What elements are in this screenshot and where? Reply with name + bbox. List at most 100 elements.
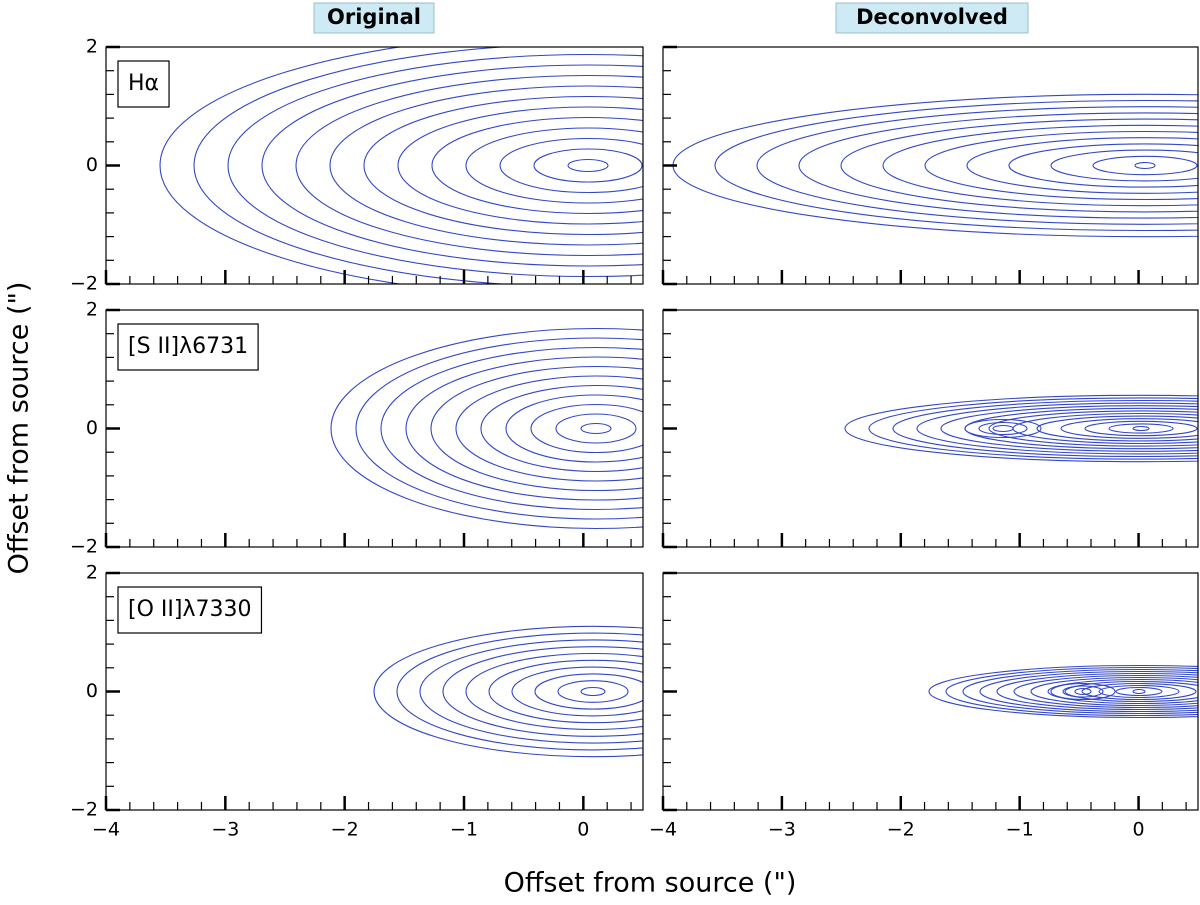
x-tick-label: 0 [1133,819,1145,841]
contour [488,659,643,724]
contour [480,384,643,473]
x-tick-label: −3 [768,819,796,841]
contour [533,148,643,183]
contour [892,399,1198,458]
x-tick-label: −1 [1006,819,1034,841]
contour [1132,688,1146,695]
contour [844,394,1198,463]
row-label-box [117,60,170,108]
contour [988,410,1198,447]
panel-frame [105,46,644,285]
contours [373,625,643,758]
y-tick-label: 0 [86,680,98,702]
contour [924,130,1198,201]
row-label: [O II]λ7330 [128,597,251,622]
contour [978,421,1028,436]
y-tick-label: 2 [86,36,98,58]
contour [1008,143,1198,188]
contour [227,53,643,278]
contour [505,394,643,463]
contour [798,112,1198,219]
contour [355,337,643,520]
contour [499,137,643,194]
contour [530,403,643,454]
contour [329,85,643,246]
y-tick-label: 0 [86,154,98,176]
contour [1036,415,1198,442]
x-tick-label: −4 [649,819,677,841]
contour [430,365,643,492]
contour [945,666,1198,717]
x-tick-label: −1 [450,819,478,841]
column-title-box [313,2,435,34]
contour [580,686,606,697]
contour [580,422,612,435]
contour [534,673,643,710]
contour [962,668,1198,715]
contour [928,664,1198,719]
contour [964,407,1198,450]
contour [868,397,1198,460]
contour [1098,684,1180,699]
contour [396,632,643,751]
x-tick-label: −3 [211,819,239,841]
contour [567,158,609,173]
contours [672,93,1198,238]
x-tick-label: 0 [577,819,589,841]
panel-frame [662,572,1199,811]
y-tick-label: 0 [86,417,98,439]
contour [405,356,643,501]
x-tick-label: −2 [887,819,915,841]
y-tick-label: −2 [70,273,98,295]
contour [465,127,643,204]
y-axis-label: Offset from source (") [4,282,35,575]
contour [295,74,643,257]
contour [261,64,643,267]
contour [714,99,1198,232]
y-tick-label: 2 [86,562,98,584]
contour [1084,420,1198,437]
y-tick-label: 2 [86,299,98,321]
contour [1050,149,1198,182]
contour [1081,682,1197,701]
contour [555,413,637,444]
contour [193,47,510,284]
contour [1074,687,1092,696]
contour [1047,678,1198,705]
contour [940,405,1198,452]
contour [1092,155,1198,176]
column-title: Original [327,5,421,29]
row-label: Hα [128,71,159,96]
contour [992,424,1014,433]
contour [455,375,643,482]
column-title: Deconvolved [856,5,1008,29]
contour [1060,418,1198,439]
contour [397,106,643,225]
row-label-box [117,586,263,634]
contour [979,670,1198,713]
contours [330,327,643,530]
contour [1134,161,1156,170]
x-tick-label: −4 [92,819,120,841]
contour [1013,674,1198,709]
contour [330,327,643,530]
contour [756,106,1198,225]
contour [1132,425,1150,432]
contour [916,402,1198,455]
column-title-box [835,2,1029,34]
contour [465,652,643,731]
contour [964,418,1042,439]
contour [882,124,1198,207]
contour [373,625,643,758]
y-tick-label: −2 [70,536,98,558]
contour [996,672,1198,711]
contours [928,664,1198,719]
contour [380,346,643,511]
contour [840,118,1198,213]
contours [159,47,643,284]
contour [431,116,643,215]
contour [419,639,643,744]
contour [966,137,1198,194]
y-tick-label: −2 [70,799,98,821]
